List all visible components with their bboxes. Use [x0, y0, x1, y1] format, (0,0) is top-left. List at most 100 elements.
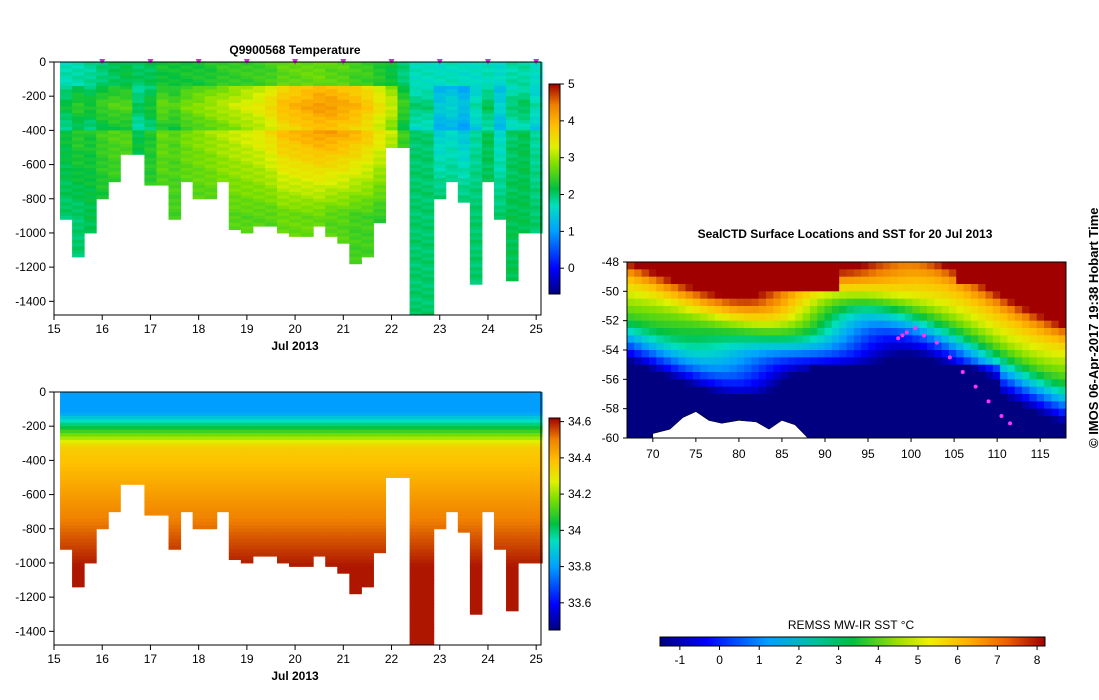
salinity-cell [228, 392, 242, 396]
temperature-cell [264, 222, 278, 227]
temperature-cell [96, 171, 109, 176]
salinity-cell [289, 398, 302, 403]
salinity-cell [84, 484, 97, 489]
temperature-cell [277, 120, 290, 125]
temperature-cell [325, 92, 338, 97]
salinity-cell [433, 525, 447, 530]
temperature-cell [240, 198, 254, 203]
sst-cell [963, 328, 972, 336]
salinity-cell [481, 491, 495, 496]
salinity-cell [313, 453, 326, 458]
sst-cell [868, 408, 877, 417]
salinity-cell [361, 415, 374, 420]
salinity-cell [168, 429, 182, 434]
sst-cell [744, 291, 752, 300]
temperature-cell [204, 185, 218, 189]
salinity-cell [180, 467, 194, 472]
sst-cell [853, 357, 862, 366]
temperature-cell [421, 188, 435, 193]
salinity-cell [337, 525, 350, 530]
temperature-cell [361, 116, 374, 121]
salinity-cell [60, 415, 73, 420]
temperature-cell [313, 188, 326, 193]
salinity-cell [421, 562, 435, 567]
salinity-cell [481, 398, 495, 403]
salinity-cell [457, 504, 471, 509]
sst-cell [831, 306, 840, 314]
salinity-cell [421, 467, 435, 472]
sst-cell [787, 262, 796, 270]
salinity-cell [506, 415, 519, 420]
sst-cell [627, 379, 635, 388]
salinity-cell [252, 415, 266, 420]
salinity-cell [204, 497, 218, 502]
salinity-cell [361, 539, 374, 543]
salinity-cell [325, 419, 338, 424]
sst-cell [627, 276, 635, 285]
sst-cell [875, 379, 884, 388]
sst-cell [744, 306, 752, 314]
sst-cell [722, 408, 730, 417]
temperature-cell [337, 133, 350, 138]
sst-cell [875, 342, 884, 351]
salinity-cell [264, 422, 278, 427]
temperature-cell [493, 130, 507, 135]
temperature-cell [493, 174, 507, 179]
sst-cell [795, 408, 804, 417]
salinity-cell [506, 528, 519, 533]
temperature-cell [228, 167, 242, 172]
salinity-cell [132, 415, 145, 420]
temperature-cell [216, 137, 230, 142]
sst-cell [641, 394, 650, 402]
salinity-cell [433, 477, 447, 482]
temperature-cell [457, 120, 471, 125]
salinity-cell [518, 405, 531, 410]
salinity-cell [108, 480, 121, 485]
sst-cell [824, 357, 833, 366]
salinity-cell [264, 511, 278, 516]
sst-cell [897, 262, 906, 270]
salinity-cell [277, 456, 290, 461]
temperature-cell [530, 161, 543, 166]
sst-cell [773, 350, 782, 358]
salinity-cell [168, 532, 182, 537]
salinity-cell [493, 422, 507, 427]
salinity-cell [60, 501, 73, 506]
salinity-cell [216, 501, 230, 506]
temperature-cell [313, 133, 326, 138]
temperature-cell [421, 308, 435, 313]
temperature-cell [397, 103, 411, 107]
salinity-cell [168, 501, 182, 506]
salinity-cell [469, 501, 483, 506]
temperature-cell [349, 109, 362, 114]
salinity-cell [493, 518, 507, 523]
temperature-cell [301, 62, 314, 66]
sst-cell [670, 372, 679, 380]
temperature-cell [506, 116, 519, 121]
temperature-cell [409, 79, 423, 84]
sst-cell [861, 430, 869, 439]
salinity-cell [252, 515, 266, 519]
sst-cell [722, 335, 730, 344]
sst-cell [868, 291, 877, 300]
temperature-cell [530, 226, 543, 231]
salinity-cell [493, 508, 507, 513]
salinity-cell [421, 415, 435, 420]
salinity-cell [301, 436, 314, 441]
salinity-cell [530, 409, 543, 414]
temperature-cell [289, 68, 302, 73]
temperature-cell [337, 126, 350, 131]
salinity-cell [469, 600, 483, 605]
salinity-cell [289, 453, 302, 458]
sst-cell [780, 372, 789, 380]
salinity-cell [421, 573, 435, 578]
temperature-cell [457, 92, 471, 97]
temperature-cell [156, 126, 170, 131]
temperature-colorbar [548, 83, 561, 295]
salinity-cell [373, 405, 386, 410]
sst-cell [934, 306, 943, 314]
temperature-cell [530, 178, 543, 183]
temperature-cell [349, 120, 362, 125]
salinity-cell [192, 436, 206, 441]
temperature-cell [421, 191, 435, 196]
